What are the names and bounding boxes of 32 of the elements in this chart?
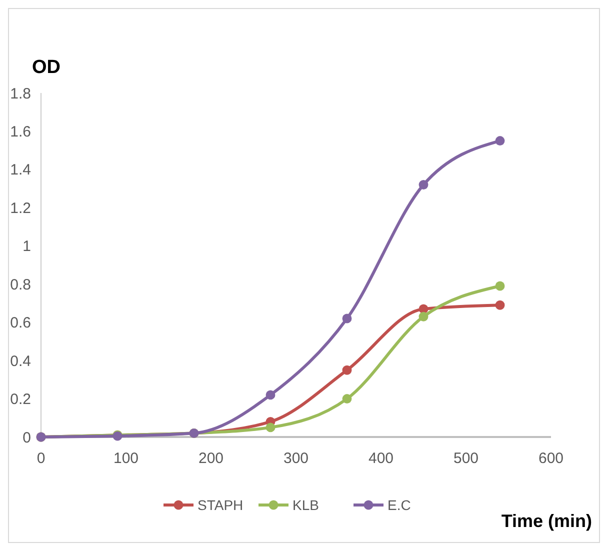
point <box>266 422 276 432</box>
y-tick-label: 0.6 <box>10 314 31 332</box>
point <box>495 281 505 291</box>
y-axis-title: OD <box>32 57 60 78</box>
point <box>342 365 352 375</box>
x-tick-label: 200 <box>198 450 224 467</box>
point <box>342 394 352 404</box>
point <box>418 312 428 322</box>
point <box>266 390 276 400</box>
x-tick-label: 500 <box>453 450 479 467</box>
x-tick-label: 400 <box>368 450 394 467</box>
x-axis-title: Time (min) <box>501 511 592 531</box>
y-tick-label: 0.8 <box>10 276 31 294</box>
y-tick-label: 0.4 <box>10 352 31 370</box>
x-tick-label: 600 <box>538 450 564 467</box>
y-tick-label: 1.2 <box>10 200 31 217</box>
y-tick-label: 1.4 <box>10 162 31 179</box>
x-tick-label: 0 <box>36 450 46 467</box>
y-tick-label: 0 <box>22 429 31 446</box>
point <box>495 300 505 310</box>
y-tick-label: 0.2 <box>10 391 31 408</box>
point <box>495 136 505 146</box>
legend-label: E.C <box>388 496 411 513</box>
legend-label: KLB <box>292 496 319 513</box>
point <box>342 314 352 324</box>
x-tick-label: 300 <box>283 450 309 467</box>
legend-label: STAPH <box>198 496 244 513</box>
y-tick-label: 1 <box>22 238 31 256</box>
y-tick-label: 1.6 <box>10 123 31 140</box>
x-tick-label: 100 <box>113 450 139 467</box>
y-tick-label: 1.8 <box>10 85 31 102</box>
point <box>418 180 428 190</box>
